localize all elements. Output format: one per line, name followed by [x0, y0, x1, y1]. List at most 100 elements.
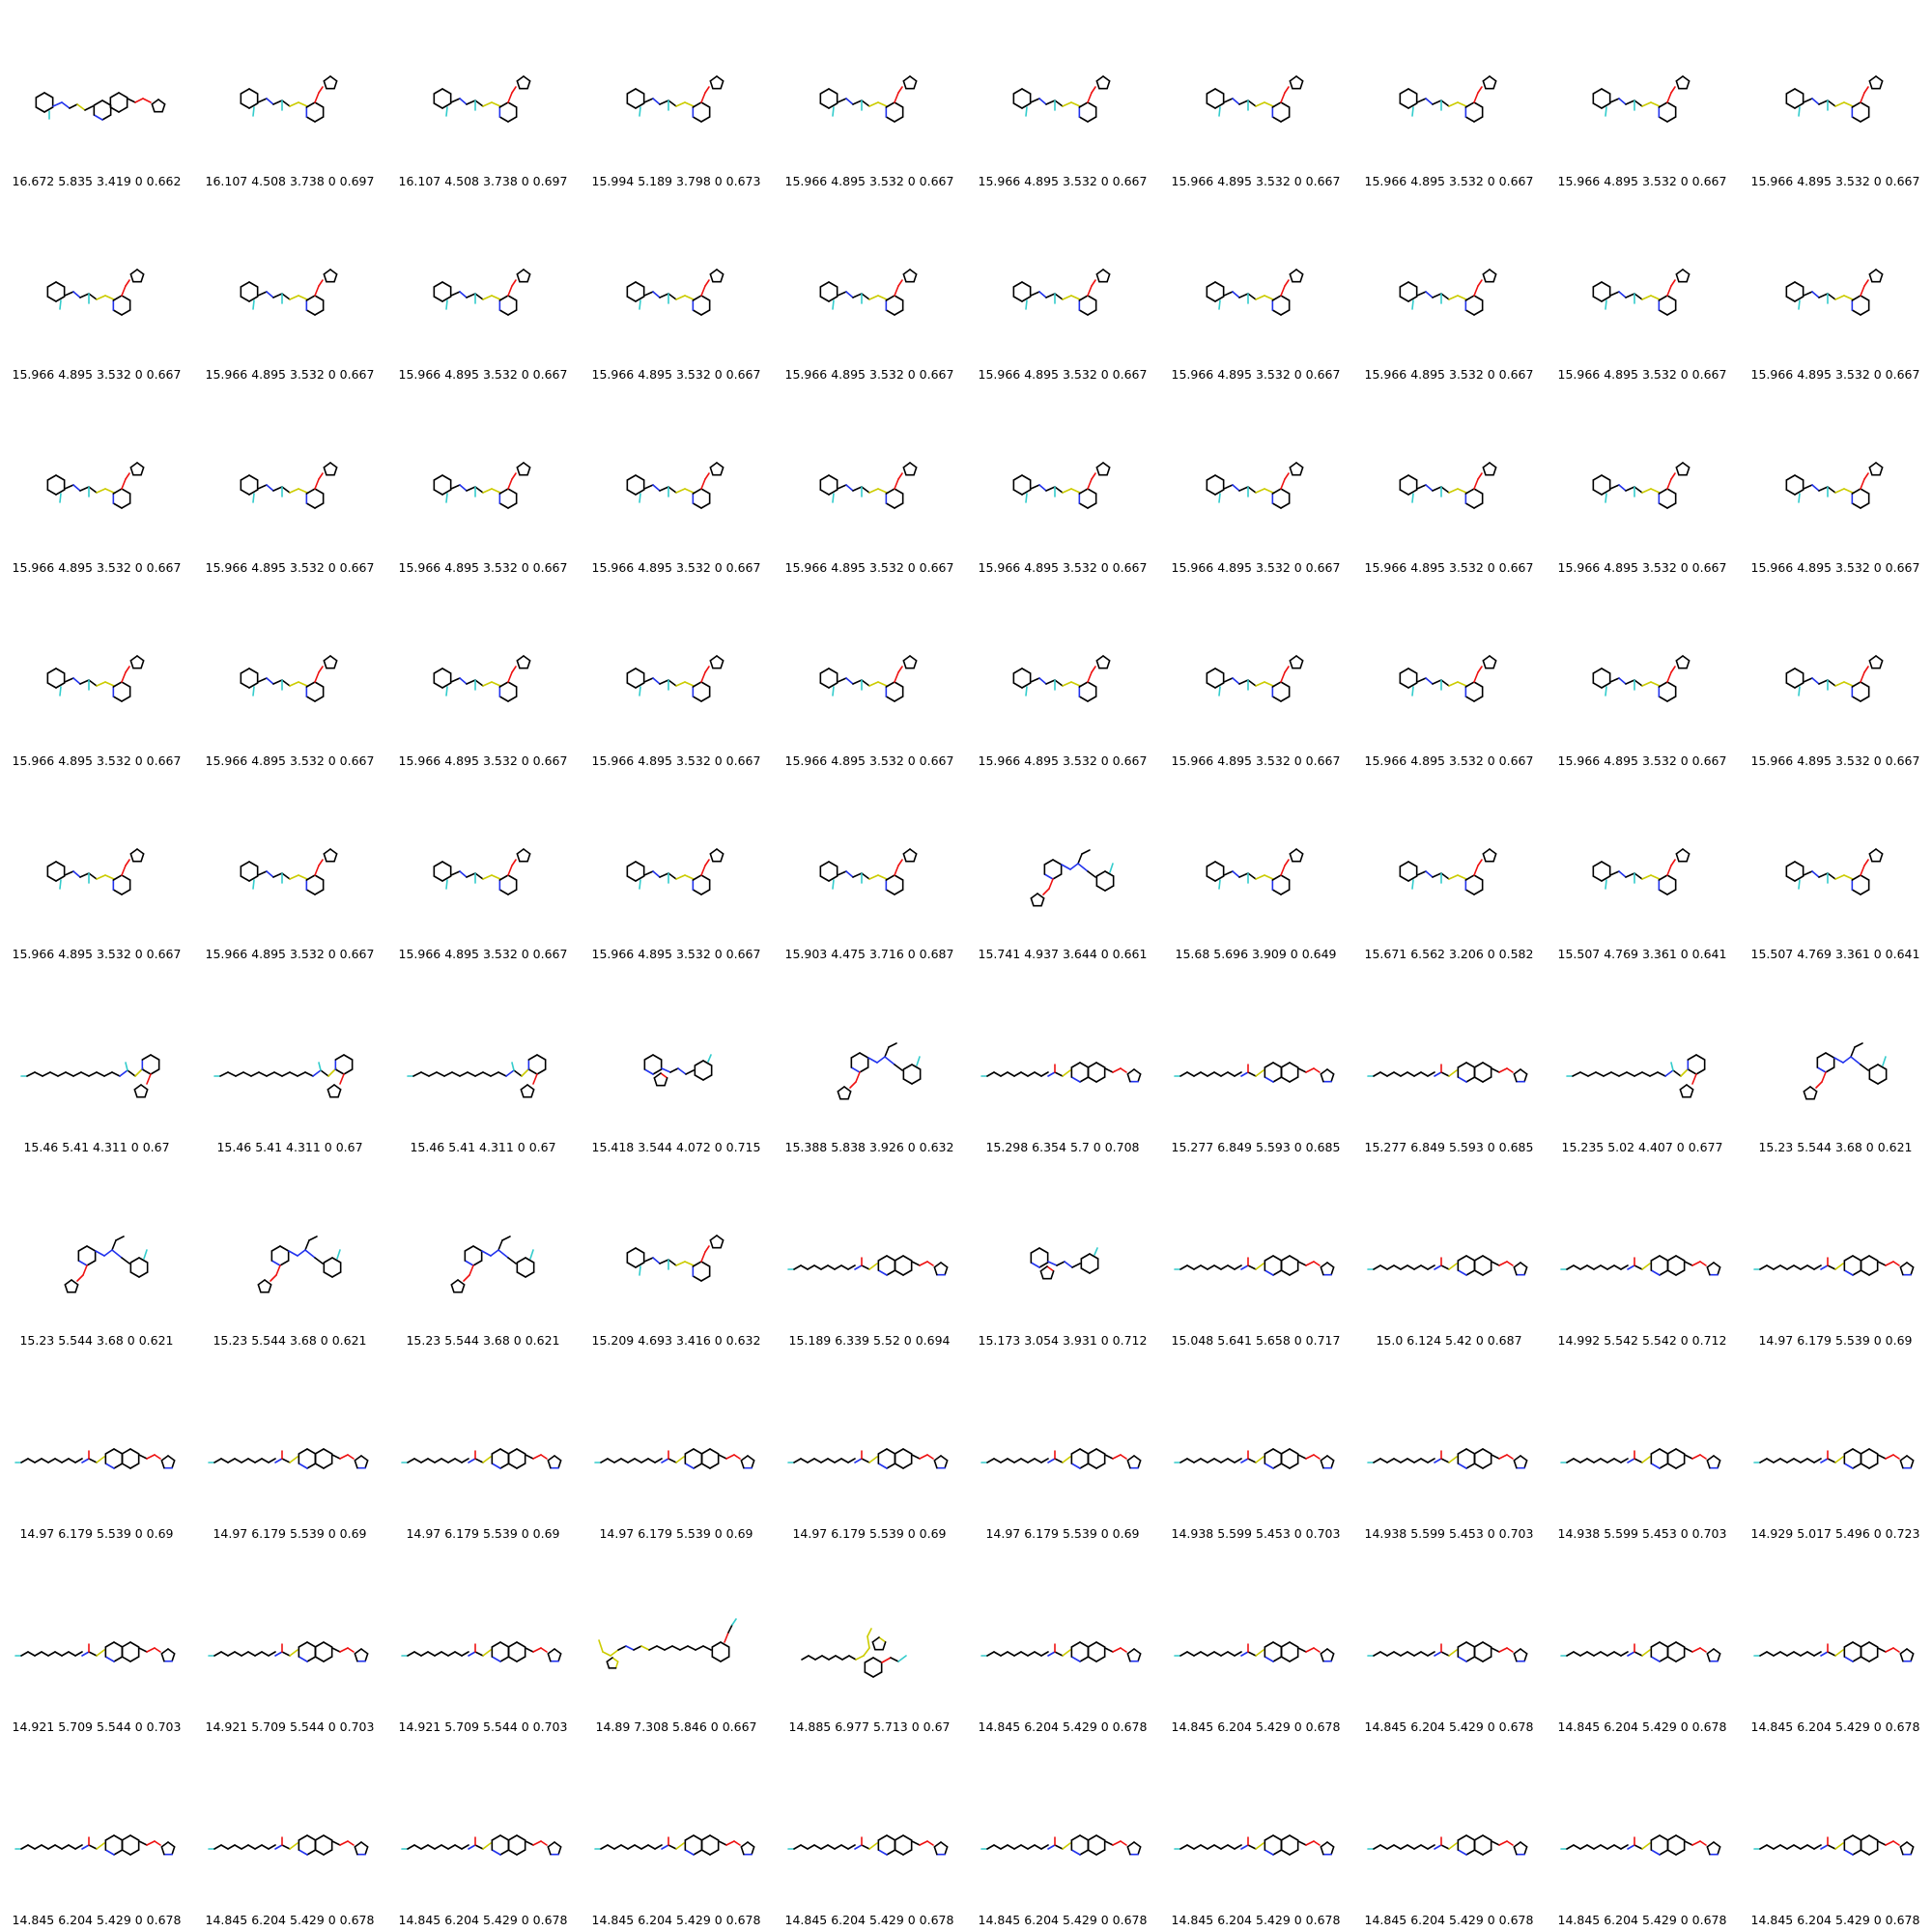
chain-bond [1213, 1844, 1222, 1850]
pyridine-ring [1070, 1062, 1081, 1068]
fluoro-bond [1218, 879, 1221, 890]
furan-ring [944, 1266, 949, 1276]
pyridine-ring [885, 116, 895, 123]
furan-ring [333, 1084, 342, 1091]
molecule-cell: 15.0 6.124 5.42 0 0.687 [1352, 1159, 1546, 1352]
furan-ring [1289, 467, 1293, 476]
chain-bond [1255, 101, 1265, 107]
benzene-ring [35, 106, 45, 113]
benzene-ring [720, 1656, 730, 1662]
pyridine-ring [1043, 873, 1054, 880]
chain-bond [1223, 98, 1234, 103]
chain-bond [661, 1844, 669, 1850]
chain-bond [1240, 1264, 1249, 1270]
chain-bond [718, 1454, 727, 1460]
chain-bond [1440, 1651, 1450, 1657]
chain-bond [610, 1649, 619, 1657]
chain-bond [1091, 86, 1096, 94]
molecule-structure [626, 655, 724, 702]
benzene-ring [1012, 474, 1023, 481]
chain-bond [675, 1842, 685, 1850]
pyridine-ring [1465, 1656, 1476, 1662]
chain-bond [261, 1458, 270, 1463]
benzene-ring [1675, 1448, 1686, 1455]
chain-bond [1034, 1651, 1042, 1657]
chain-bond [54, 1458, 63, 1463]
pyridine-ring [700, 874, 711, 881]
benzene-ring [626, 1262, 637, 1268]
furan-ring [323, 660, 327, 669]
pyridine-ring [298, 1834, 308, 1841]
chain-bond [491, 874, 501, 880]
chain-bond [827, 1264, 836, 1270]
pyridine-ring [279, 1245, 290, 1252]
chain-bond [1200, 1264, 1208, 1270]
benzene-ring [626, 281, 637, 288]
benzene-ring [248, 668, 259, 674]
molecule-cell: 14.845 6.204 5.429 0 0.678 [1159, 1546, 1352, 1739]
molecule-structure [1592, 848, 1690, 895]
pyridine-ring [1666, 101, 1677, 108]
benzene-ring [894, 1849, 904, 1856]
chain-bond [1477, 859, 1483, 867]
chain-bond [897, 1655, 907, 1662]
chain-bond [867, 1628, 872, 1637]
chain-bond [1213, 1651, 1222, 1657]
chain-bond [897, 666, 903, 673]
chain-bond [1045, 99, 1056, 105]
chain-bond [34, 1458, 43, 1463]
molecule-score-label: 15.966 4.895 3.532 0 0.667 [1557, 367, 1727, 382]
molecule-score-label: 14.97 6.179 5.539 0 0.69 [985, 1526, 1140, 1541]
chain-bond [84, 105, 94, 111]
pyridine-ring [1658, 488, 1668, 495]
chain-bond [1200, 1458, 1208, 1463]
chain-bond [1070, 295, 1081, 300]
fluoro-bond [445, 879, 448, 890]
fluoro-bond [832, 299, 835, 310]
molecule-structure [1367, 1641, 1528, 1662]
furan-ring [1320, 1648, 1328, 1655]
molecule-score-label: 15.966 4.895 3.532 0 0.667 [1750, 753, 1920, 768]
benzene-ring [1592, 88, 1603, 95]
pyridine-ring [859, 1052, 869, 1059]
chain-bond [1087, 285, 1093, 297]
furan-ring [1875, 462, 1884, 469]
chain-bond [1827, 99, 1836, 107]
molecule-score-label: 14.845 6.204 5.429 0 0.678 [1171, 1719, 1341, 1734]
chain-bond [652, 484, 661, 492]
molecule-cell: 14.97 6.179 5.539 0 0.69 [966, 1352, 1159, 1546]
chain-bond [1425, 98, 1434, 105]
chain-bond [800, 1458, 809, 1463]
pyridine-ring [298, 1463, 308, 1469]
furan-ring [1868, 655, 1877, 662]
furan-ring [520, 1084, 528, 1091]
chain-bond [104, 295, 115, 300]
benzene-ring [55, 861, 66, 867]
benzene-ring [911, 1064, 922, 1070]
molecule-cell: 15.966 4.895 3.532 0 0.667 [1352, 0, 1546, 193]
pyridine-ring [1272, 1849, 1283, 1856]
molecule-score-label: 15.966 4.895 3.532 0 0.667 [398, 753, 568, 768]
benzene-ring [1214, 489, 1225, 496]
chain-bond [598, 1639, 604, 1653]
furan-ring [933, 1841, 942, 1848]
pyridine-ring [112, 874, 123, 881]
chain-bond [1448, 681, 1459, 687]
furan-ring [329, 462, 338, 469]
molecule-cell: 15.966 4.895 3.532 0 0.667 [1546, 0, 1739, 193]
thiophene-ring [871, 1641, 876, 1651]
fluoro-bond [1605, 879, 1607, 890]
chain-bond [725, 1840, 735, 1846]
chain-bond [852, 486, 863, 492]
chain-bond [1054, 1071, 1064, 1077]
chain-bond [1786, 1651, 1795, 1657]
benzene-ring [1592, 668, 1603, 674]
benzene-ring [323, 1463, 333, 1469]
pyridine-ring [93, 99, 103, 106]
chain-bond [68, 1651, 76, 1657]
chain-bond [468, 1458, 476, 1463]
chain-bond [855, 1071, 861, 1083]
chain-bond [331, 1840, 341, 1846]
molecule-cell: 15.966 4.895 3.532 0 0.667 [1739, 386, 1932, 580]
benzene-ring [1877, 1064, 1888, 1070]
